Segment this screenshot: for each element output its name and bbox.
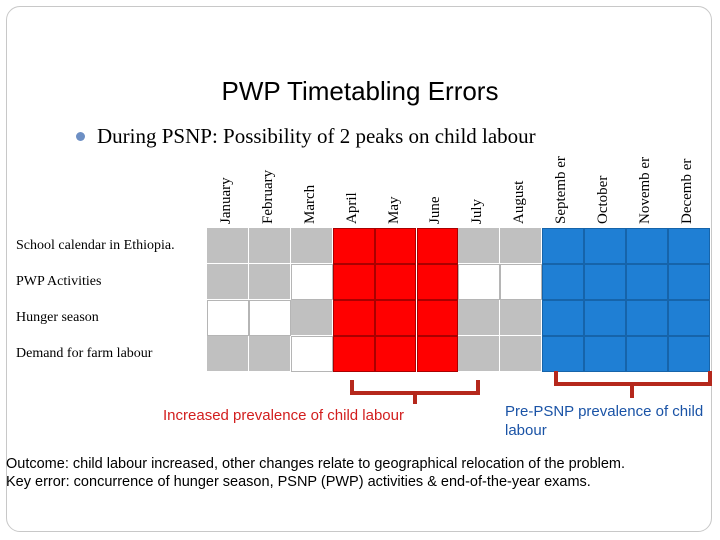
table-cell	[458, 264, 501, 300]
table-cell	[290, 264, 333, 300]
table-cell	[626, 300, 668, 336]
table-cell	[584, 228, 626, 264]
pre-psnp-note: Pre-PSNP prevalence of child labour	[505, 403, 704, 439]
table-cell	[584, 336, 626, 372]
key-error-text: Key error: concurrence of hunger season,…	[6, 474, 591, 490]
table-cell	[500, 336, 543, 372]
table-cell	[207, 300, 249, 336]
outcome-text: Outcome: child labour increased, other c…	[6, 456, 626, 472]
table-cell	[248, 300, 291, 336]
table-cell	[332, 264, 375, 300]
table-row: Hunger season	[12, 300, 710, 336]
table-cell	[374, 228, 417, 264]
table-cell	[584, 300, 626, 336]
table-cell	[458, 336, 501, 372]
table-cell	[374, 264, 417, 300]
row-label: Demand for farm labour	[16, 346, 153, 361]
table-cell	[458, 228, 501, 264]
table-cell	[248, 228, 291, 264]
bullet-icon	[76, 131, 85, 141]
table-cell	[290, 228, 333, 264]
table-row: School calendar in Ethiopia.	[12, 228, 710, 264]
table-cell	[332, 228, 375, 264]
table-cell	[416, 264, 459, 300]
slide-frame	[6, 6, 712, 532]
table-cell	[626, 264, 668, 300]
table-cell	[290, 336, 333, 372]
table-cell	[248, 264, 291, 300]
table-cell	[248, 336, 291, 372]
table-cell	[667, 336, 710, 372]
row-label: PWP Activities	[16, 274, 102, 289]
table-cell	[500, 300, 543, 336]
footer-text: Outcome: child labour increased, other c…	[6, 455, 706, 491]
table-cell	[207, 336, 249, 372]
table-cell	[332, 300, 375, 336]
table-cell	[374, 300, 417, 336]
table-cell	[207, 264, 249, 300]
table-cell	[458, 300, 501, 336]
table-cell	[500, 264, 543, 300]
table-cell	[584, 264, 626, 300]
table-cell	[374, 336, 417, 372]
blue-bracket	[554, 371, 712, 398]
table-cell	[667, 264, 710, 300]
table-cell	[542, 264, 585, 300]
bullet-text: During PSNP: Possibility of 2 peaks on c…	[97, 124, 536, 148]
table-row: PWP Activities	[12, 264, 710, 300]
table-cell	[626, 336, 668, 372]
bullet-point: During PSNP: Possibility of 2 peaks on c…	[76, 124, 536, 149]
table-cell	[542, 300, 585, 336]
red-bracket	[350, 380, 480, 404]
slide-title: PWP Timetabling Errors	[221, 76, 499, 106]
table-cell	[667, 228, 710, 264]
table-cell	[416, 300, 459, 336]
table-row: Demand for farm labour	[12, 336, 710, 372]
row-label: Hunger season	[16, 310, 99, 325]
table-cell	[207, 228, 249, 264]
table-cell	[626, 228, 668, 264]
table-cell	[416, 228, 459, 264]
table-cell	[500, 228, 543, 264]
increased-prevalence-note: Increased prevalence of child labour	[163, 407, 404, 424]
table-cell	[290, 300, 333, 336]
row-label: School calendar in Ethiopia.	[16, 238, 175, 253]
table-cell	[416, 336, 459, 372]
table-cell	[542, 336, 585, 372]
table-cell	[542, 228, 585, 264]
table-cell	[667, 300, 710, 336]
table-cell	[332, 336, 375, 372]
